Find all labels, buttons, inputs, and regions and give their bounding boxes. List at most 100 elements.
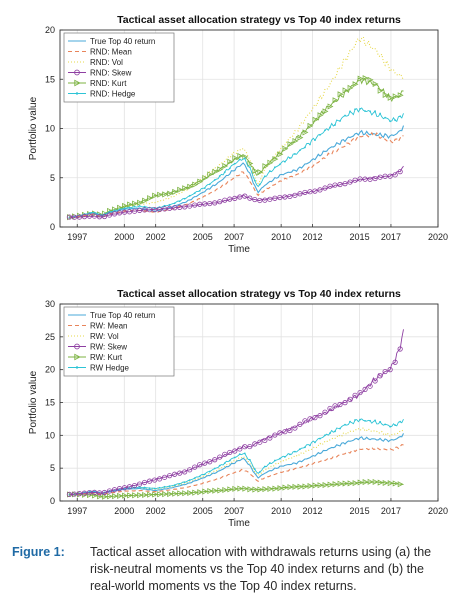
legend-entry-label: RND: Skew [90,69,132,78]
data-point [223,171,226,174]
data-point [287,427,293,434]
data-point [344,114,346,117]
data-point [289,157,291,159]
data-point [222,486,229,494]
data-point [146,478,153,484]
data-point [382,368,388,375]
data-point [307,189,313,195]
data-point [399,420,402,423]
x-axis-label: Time [228,244,250,255]
data-point [147,195,154,202]
data-point [374,419,376,422]
data-point [352,177,358,183]
data-point [137,199,144,206]
data-point [202,174,209,182]
data-point [304,146,306,149]
data-point [354,419,356,421]
legend-box [63,306,175,377]
data-point [258,183,261,186]
data-point [208,183,211,186]
data-point [136,481,143,487]
data-point [299,448,301,451]
x-tick-label: 2002 [146,232,166,242]
figure-caption-label: Figure 1: [12,545,65,559]
data-point [242,485,249,492]
data-point [107,493,113,500]
data-point [207,171,214,178]
data-point [257,439,263,445]
data-point [272,195,278,201]
data-point [182,204,188,210]
data-point [337,401,343,408]
data-point [334,124,336,126]
data-point [277,151,284,158]
data-point [208,470,211,473]
x-tick-label: 1997 [67,232,87,242]
data-point [327,103,334,110]
data-point [152,491,159,498]
data-point [192,464,198,470]
series-line [69,444,404,496]
y-tick-label: 10 [45,430,55,440]
data-point [262,437,268,444]
data-point [163,485,166,488]
data-point [218,175,221,177]
data-point [262,486,269,493]
data-point [369,419,371,422]
data-point [307,416,313,422]
legend-entry-label: True Top 40 return [90,311,155,320]
data-point [389,120,392,123]
series-rnd-skew [66,165,404,220]
data-point [237,446,243,452]
x-tick-label: 2020 [428,506,448,516]
x-tick-label: 2012 [303,232,323,242]
x-tick-label: 1997 [67,506,87,516]
data-point [364,420,366,422]
chart-title: Tactical asset allocation strategy vs To… [117,288,401,300]
data-point [213,179,216,181]
data-point [297,421,303,427]
x-tick-label: 2020 [428,232,448,242]
data-point [392,172,398,178]
legend-box [63,32,175,103]
data-point [193,477,196,479]
data-point [152,192,159,199]
chart-title: Tactical asset allocation strategy vs To… [117,14,401,26]
data-point [387,173,393,179]
data-point [357,389,363,396]
data-point [248,166,251,169]
x-axis-label: Time [228,518,250,529]
data-point [136,207,143,213]
data-point [252,167,259,175]
chart-a: Tactical asset allocation strategy vs To… [28,14,448,255]
data-point [242,444,248,450]
data-point [392,480,399,487]
data-point [96,490,103,496]
y-tick-label: 15 [45,398,55,408]
x-tick-label: 2012 [303,506,323,516]
data-point [187,203,193,209]
data-point [182,185,189,192]
data-point [312,188,318,194]
data-point [237,152,244,160]
data-point [278,457,281,460]
data-point [399,115,402,118]
data-point [282,145,289,152]
series-line [69,131,404,218]
data-point [397,169,403,175]
series-rnd-vol [69,35,405,218]
data-point [332,403,338,409]
series-true-top-40-return [69,433,404,495]
data-point [339,120,341,122]
data-point [162,491,169,498]
data-point [272,485,279,492]
data-point [262,163,269,170]
series-rw-mean [69,444,404,496]
data-point [268,462,271,464]
data-point [222,197,228,203]
data-point [268,170,271,172]
data-point [287,193,293,200]
data-point [212,457,218,463]
data-point [81,214,88,220]
data-point [172,471,178,477]
